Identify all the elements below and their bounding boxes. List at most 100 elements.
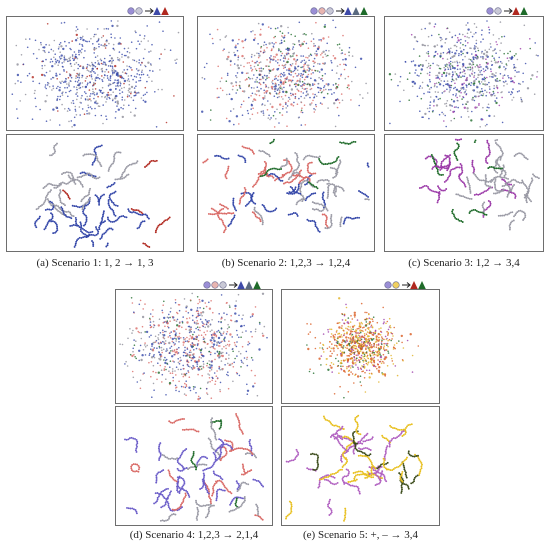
scatter-point	[69, 89, 72, 92]
scatter-point	[182, 351, 185, 354]
legend-input-marker	[127, 7, 135, 15]
scatter-point	[234, 46, 237, 49]
scatter-point	[322, 191, 325, 194]
scatter-point	[167, 217, 170, 220]
scatter-point	[176, 324, 179, 327]
scatter-point	[53, 56, 55, 59]
scatter-point	[153, 356, 156, 359]
scatter-point	[234, 307, 237, 310]
scatter-point	[282, 105, 284, 108]
scatter-point	[152, 355, 155, 357]
scatter-point	[240, 155, 243, 158]
scatter-point	[63, 81, 65, 84]
scatter-point	[202, 354, 205, 358]
scatter-point	[260, 87, 262, 90]
scatter-point	[237, 43, 239, 45]
scatter-point	[283, 54, 286, 57]
scatter-point	[54, 207, 57, 210]
scatter-point	[210, 466, 213, 469]
scatter-point	[487, 180, 490, 183]
scatter-point	[486, 91, 488, 93]
scatter-point	[263, 41, 266, 43]
scatter-point	[203, 340, 206, 343]
scatter-point	[226, 330, 229, 333]
scatter-point	[253, 453, 256, 456]
scatter-point	[158, 443, 161, 446]
scatter-point	[436, 53, 439, 55]
scatter-point	[256, 52, 258, 54]
scatter-point	[158, 445, 161, 448]
scatter-point	[341, 188, 344, 191]
scatter-point	[172, 330, 175, 332]
scatter-point	[256, 180, 259, 182]
scatter-point	[346, 142, 348, 145]
scatter-point	[512, 88, 514, 90]
scatter-point	[212, 208, 215, 211]
scatter-point	[322, 56, 324, 58]
scatter-point	[123, 54, 126, 57]
scatter-point	[200, 311, 202, 314]
scatter-point	[98, 89, 101, 91]
scatter-point	[468, 74, 471, 76]
scatter-point	[230, 319, 232, 321]
scatter-point	[181, 451, 184, 454]
scatter-point	[288, 176, 291, 179]
scatter-point	[477, 73, 480, 77]
scatter-point	[261, 104, 263, 106]
scatter-point	[132, 437, 135, 440]
scatter-point	[93, 33, 96, 36]
scatter-point	[122, 107, 124, 110]
scatter-point	[452, 100, 456, 103]
scatter-point	[107, 91, 109, 94]
scatter-point	[266, 336, 268, 339]
scatter-point	[446, 88, 448, 91]
scatter-point	[311, 219, 314, 222]
scatter-point	[523, 196, 526, 199]
scatter-point	[182, 450, 185, 453]
legend-arrow	[402, 282, 411, 288]
scatter-point	[195, 430, 198, 433]
scatter-point	[285, 103, 287, 105]
scatter-point	[108, 204, 111, 207]
scatter-point	[50, 201, 53, 204]
scatter-point	[263, 89, 265, 92]
scatter-point	[41, 67, 44, 70]
scatter-point	[211, 379, 213, 382]
scatter-point	[255, 456, 258, 459]
scatter-point	[217, 155, 220, 157]
scatter-point	[312, 99, 314, 102]
scatter-point	[170, 490, 172, 493]
scatter-point	[115, 85, 117, 87]
scatter-point	[108, 206, 111, 209]
scatter-point	[403, 89, 405, 92]
scatter-point	[50, 78, 52, 80]
scatter-point	[331, 167, 334, 170]
scatter-point	[481, 73, 483, 76]
scatter-point	[55, 184, 57, 187]
scatter-point	[219, 369, 221, 371]
scatter-point	[186, 354, 188, 357]
scatter-point	[235, 497, 238, 500]
scatter-point	[340, 93, 343, 95]
scatter-point	[333, 184, 336, 186]
scatter-point	[513, 155, 516, 157]
scatter-point	[252, 201, 255, 204]
scatter-point	[244, 188, 247, 191]
scatter-point	[119, 177, 122, 180]
scatter-point	[421, 43, 424, 47]
scatter-point	[427, 50, 430, 53]
scatter-point	[90, 100, 92, 102]
scatter-point	[461, 83, 464, 86]
scatter-point	[348, 54, 350, 57]
scatter-point	[189, 354, 192, 356]
scatter-point	[231, 348, 234, 350]
scatter-point	[316, 181, 319, 184]
scatter-point	[337, 84, 340, 86]
scatter-point	[171, 340, 174, 343]
scatter-point	[473, 23, 476, 25]
scatter-point	[101, 217, 104, 220]
scatter-point	[193, 360, 197, 363]
scatter-point	[452, 110, 455, 114]
scatter-point	[101, 75, 103, 77]
scatter-point	[466, 176, 468, 179]
